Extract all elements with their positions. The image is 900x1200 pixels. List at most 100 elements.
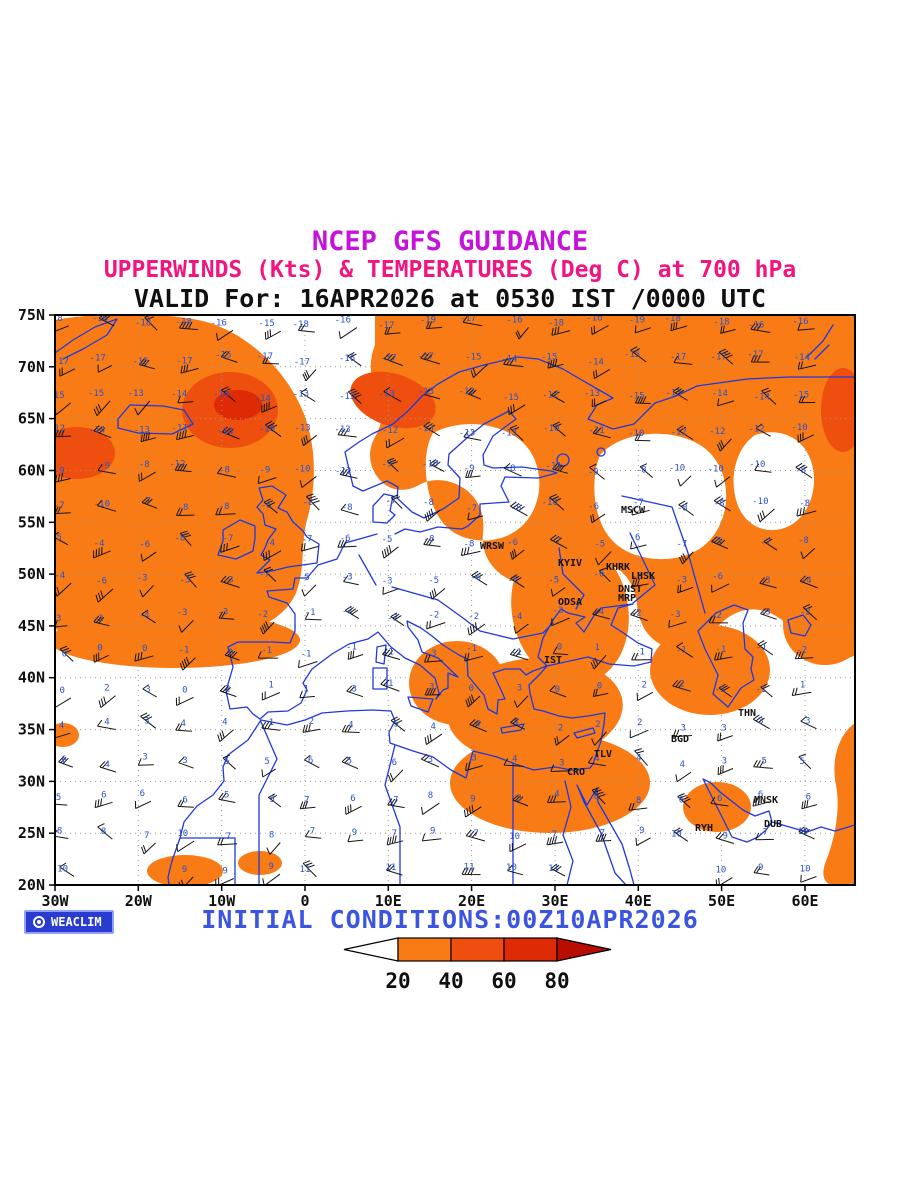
svg-text:1: 1 <box>595 643 600 653</box>
svg-text:4: 4 <box>554 790 559 800</box>
svg-text:-3: -3 <box>760 576 771 586</box>
svg-text:-15: -15 <box>215 350 231 360</box>
svg-text:-4: -4 <box>139 611 150 621</box>
svg-text:10: 10 <box>177 829 188 839</box>
svg-text:-2: -2 <box>93 614 104 624</box>
svg-text:-5: -5 <box>299 573 310 583</box>
svg-text:-6: -6 <box>712 572 723 582</box>
svg-text:-3: -3 <box>676 575 687 585</box>
svg-text:-8: -8 <box>219 502 230 512</box>
svg-text:-10: -10 <box>294 464 310 474</box>
svg-text:4: 4 <box>180 719 185 729</box>
svg-text:-5: -5 <box>594 540 605 550</box>
svg-text:-7: -7 <box>550 536 561 546</box>
svg-text:-6: -6 <box>630 533 641 543</box>
svg-text:8: 8 <box>428 791 433 801</box>
lat-tick-label: 35N <box>18 721 45 739</box>
svg-text:-3: -3 <box>223 576 234 586</box>
svg-text:3: 3 <box>144 716 149 726</box>
svg-text:-13: -13 <box>501 429 517 439</box>
svg-text:-6: -6 <box>594 570 605 580</box>
svg-text:2: 2 <box>558 723 563 733</box>
svg-text:-8: -8 <box>139 460 150 470</box>
svg-text:-7: -7 <box>760 538 771 548</box>
svg-text:-15: -15 <box>88 389 104 399</box>
map-scene: -18-18-18-18-16-15-18-16-17-19-17-16-18-… <box>0 0 900 1200</box>
svg-text:-17: -17 <box>294 358 310 368</box>
svg-text:1: 1 <box>639 648 644 658</box>
svg-text:-5: -5 <box>382 535 393 545</box>
svg-text:-17: -17 <box>378 321 394 331</box>
svg-text:7: 7 <box>144 831 149 841</box>
svg-text:-14: -14 <box>501 355 517 365</box>
svg-text:-17: -17 <box>418 352 434 362</box>
svg-text:6: 6 <box>679 796 684 806</box>
svg-text:-10: -10 <box>543 424 559 434</box>
svg-text:-14: -14 <box>255 394 271 404</box>
svg-text:6: 6 <box>806 793 811 803</box>
svg-text:7: 7 <box>226 832 231 842</box>
shade-west-africa-2 <box>238 851 282 875</box>
svg-text:9: 9 <box>722 832 727 842</box>
svg-text:7: 7 <box>600 829 605 839</box>
svg-text:-15: -15 <box>624 350 640 360</box>
svg-text:-15: -15 <box>503 393 519 403</box>
svg-text:5: 5 <box>224 791 229 801</box>
svg-text:-13: -13 <box>334 425 350 435</box>
svg-text:-4: -4 <box>801 576 812 586</box>
svg-text:-16: -16 <box>211 318 227 328</box>
city-label-lhsk: LHSK <box>631 571 655 582</box>
svg-text:8: 8 <box>101 827 106 837</box>
svg-text:-16: -16 <box>339 354 355 364</box>
svg-text:-12: -12 <box>709 427 725 437</box>
svg-text:-12: -12 <box>459 387 475 397</box>
svg-text:-16: -16 <box>335 316 351 326</box>
svg-text:-2: -2 <box>468 612 479 622</box>
svg-text:4: 4 <box>222 718 227 728</box>
svg-text:0: 0 <box>228 648 233 658</box>
lat-tick-label: 40N <box>18 669 45 687</box>
svg-text:-18: -18 <box>548 319 564 329</box>
svg-text:-4: -4 <box>593 607 604 617</box>
svg-text:2: 2 <box>225 685 230 695</box>
valid-time-line: VALID For: 16APR2026 at 0530 IST /0000 U… <box>0 284 900 313</box>
svg-text:-14: -14 <box>171 390 187 400</box>
svg-text:6: 6 <box>308 756 313 766</box>
city-label-ryh: RYH <box>695 823 713 834</box>
svg-text:-3: -3 <box>137 573 148 583</box>
svg-text:-5: -5 <box>428 576 439 586</box>
svg-text:0: 0 <box>62 649 67 659</box>
svg-text:3: 3 <box>145 685 150 695</box>
svg-text:-1: -1 <box>301 650 312 660</box>
svg-text:-4: -4 <box>512 612 523 622</box>
svg-text:-1: -1 <box>511 648 522 658</box>
svg-text:-7: -7 <box>259 570 270 580</box>
svg-text:2: 2 <box>641 680 646 690</box>
svg-text:10: 10 <box>57 864 68 874</box>
svg-text:-3: -3 <box>180 575 191 585</box>
svg-text:3: 3 <box>722 757 727 767</box>
svg-text:-8: -8 <box>174 534 185 544</box>
svg-text:-6: -6 <box>470 573 481 583</box>
svg-text:-13: -13 <box>128 389 144 399</box>
svg-text:-10: -10 <box>628 429 644 439</box>
svg-text:11: 11 <box>464 863 475 873</box>
svg-text:-13: -13 <box>134 426 150 436</box>
shade-core-ne <box>821 368 865 452</box>
svg-text:7: 7 <box>552 830 557 840</box>
svg-text:8: 8 <box>636 796 641 806</box>
svg-text:3: 3 <box>351 685 356 695</box>
svg-text:3: 3 <box>517 684 522 694</box>
svg-text:-3: -3 <box>382 577 393 587</box>
svg-text:-8: -8 <box>677 504 688 514</box>
svg-text:7: 7 <box>473 829 478 839</box>
svg-text:7: 7 <box>393 796 398 806</box>
city-label-wrsw: WRSW <box>480 541 505 552</box>
svg-text:-12: -12 <box>335 466 351 476</box>
svg-text:9: 9 <box>268 862 273 872</box>
svg-text:3: 3 <box>142 753 147 763</box>
svg-text:-1: -1 <box>756 643 767 653</box>
svg-text:4: 4 <box>513 717 518 727</box>
svg-text:4: 4 <box>104 718 109 728</box>
svg-text:-17: -17 <box>257 352 273 362</box>
